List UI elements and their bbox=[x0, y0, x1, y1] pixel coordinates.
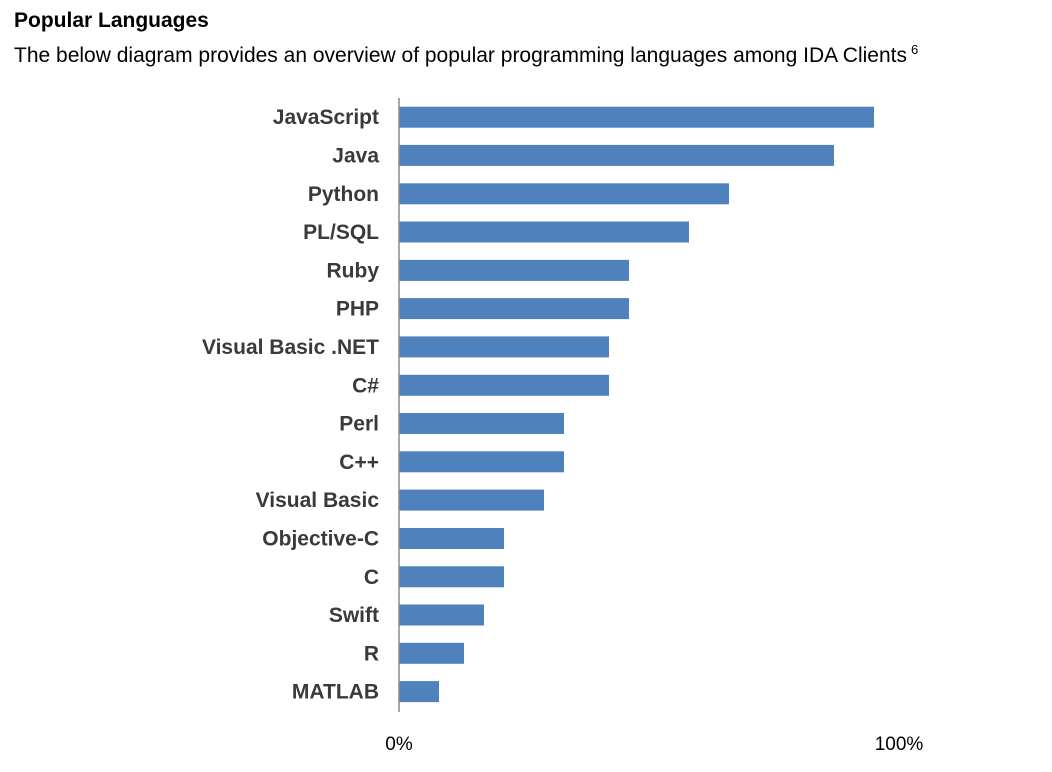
category-label-visual-basic: Visual Basic bbox=[256, 489, 380, 512]
bar-swift bbox=[399, 604, 484, 626]
category-label-perl: Perl bbox=[339, 413, 379, 436]
category-label-pl-sql: PL/SQL bbox=[303, 221, 379, 244]
x-tick-label: 0% bbox=[385, 734, 413, 755]
bar-php bbox=[399, 298, 629, 320]
category-labels: JavaScript Java Python PL/SQL Ruby PHP Visual … bbox=[202, 106, 379, 703]
bar-visual-basic bbox=[399, 489, 544, 511]
x-axis-ticks: 0% 100% bbox=[385, 734, 923, 755]
category-label-java: Java bbox=[332, 144, 379, 167]
category-label-javascript: JavaScript bbox=[273, 106, 379, 129]
bar-javascript bbox=[399, 106, 874, 128]
category-label-c: C++ bbox=[339, 451, 379, 474]
footnote-marker: 6 bbox=[910, 42, 919, 57]
category-label-c: C bbox=[364, 566, 379, 589]
subtitle-text: The below diagram provides an overview o… bbox=[14, 44, 907, 67]
category-label-visual-basic-net: Visual Basic .NET bbox=[202, 336, 379, 359]
bar-perl bbox=[399, 413, 564, 434]
bar-c bbox=[399, 566, 504, 588]
x-tick-label: 100% bbox=[875, 734, 924, 755]
category-label-python: Python bbox=[308, 183, 379, 206]
bar-pl-sql bbox=[399, 221, 689, 243]
bar-visual-basic-net bbox=[399, 336, 609, 358]
bar-ruby bbox=[399, 259, 629, 281]
category-label-objective-c: Objective-C bbox=[262, 528, 379, 551]
bars-layer bbox=[399, 106, 874, 703]
bar-java bbox=[399, 144, 834, 166]
bar-c bbox=[399, 374, 609, 396]
bar-objective-c bbox=[399, 528, 504, 549]
category-label-matlab: MATLAB bbox=[292, 681, 379, 704]
category-label-swift: Swift bbox=[329, 604, 379, 627]
bar-matlab bbox=[399, 681, 439, 703]
chart-title: Popular Languages bbox=[14, 9, 209, 32]
category-label-php: PHP bbox=[336, 298, 379, 321]
category-label-c: C# bbox=[352, 374, 379, 397]
category-label-r: R bbox=[364, 642, 379, 665]
category-label-ruby: Ruby bbox=[327, 259, 380, 282]
chart-subtitle: The below diagram provides an overview o… bbox=[14, 42, 918, 68]
bar-c bbox=[399, 451, 564, 473]
bar-r bbox=[399, 642, 464, 664]
bar-python bbox=[399, 183, 729, 205]
